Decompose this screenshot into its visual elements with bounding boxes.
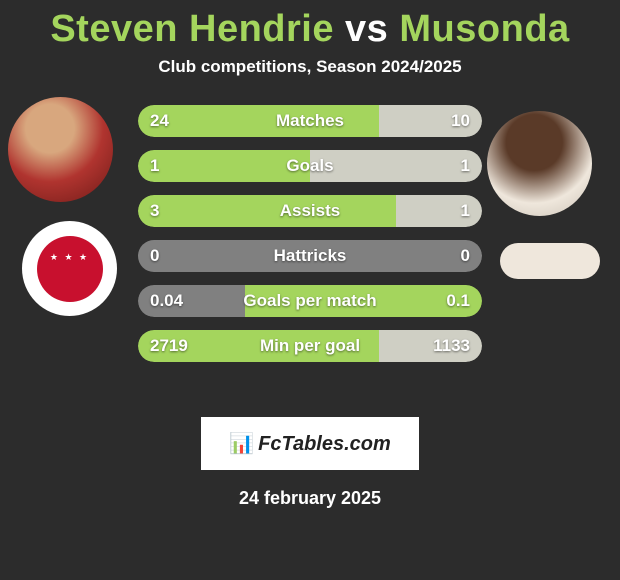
stat-bars: 24Matches101Goals13Assists10Hattricks00.… [138, 105, 482, 362]
stat-value-right: 1 [461, 150, 470, 182]
date-text: 24 february 2025 [0, 488, 620, 509]
stat-name: Matches [138, 105, 482, 137]
stat-row: 0.04Goals per match0.1 [138, 285, 482, 317]
player-b-name: Musonda [399, 8, 569, 50]
stat-name: Goals [138, 150, 482, 182]
vs-text: vs [345, 8, 388, 50]
stat-name: Hattricks [138, 240, 482, 272]
stat-value-right: 0 [461, 240, 470, 272]
page-title: Steven Hendrie vs Musonda [0, 0, 620, 51]
stat-name: Min per goal [138, 330, 482, 362]
stat-value-right: 0.1 [446, 285, 470, 317]
stat-row: 24Matches10 [138, 105, 482, 137]
player-a-avatar [8, 97, 113, 202]
stat-row: 1Goals1 [138, 150, 482, 182]
stat-row: 3Assists1 [138, 195, 482, 227]
brand-box[interactable]: 📊FcTables.com [201, 417, 419, 470]
subtitle: Club competitions, Season 2024/2025 [0, 57, 620, 77]
stat-row: 2719Min per goal1133 [138, 330, 482, 362]
comparison-content: 24Matches101Goals13Assists10Hattricks00.… [0, 105, 620, 405]
brand-chart-icon: 📊 [229, 433, 254, 455]
player-b-avatar [487, 111, 592, 216]
stat-name: Goals per match [138, 285, 482, 317]
player-a-name: Steven Hendrie [50, 8, 334, 50]
footer: 📊FcTables.com [0, 417, 620, 470]
stat-value-right: 1 [461, 195, 470, 227]
club-badge-icon [37, 236, 103, 302]
player-b-club-badge [500, 243, 600, 279]
stat-row: 0Hattricks0 [138, 240, 482, 272]
player-a-club-badge [22, 221, 117, 316]
stat-name: Assists [138, 195, 482, 227]
stat-value-right: 10 [451, 105, 470, 137]
brand-text: FcTables.com [258, 433, 391, 455]
stat-value-right: 1133 [433, 330, 470, 362]
